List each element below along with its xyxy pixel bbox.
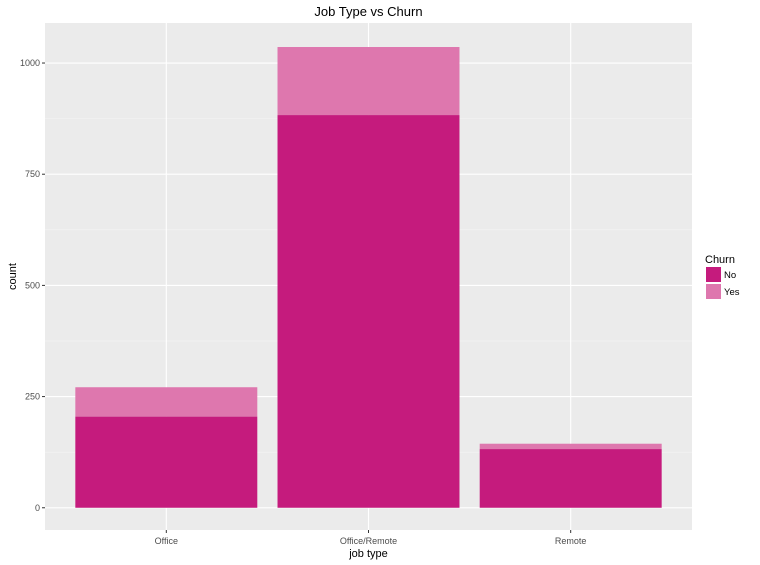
legend-swatch-no: [706, 267, 721, 282]
y-tick-label: 250: [25, 392, 40, 402]
legend-label-no: No: [724, 270, 736, 281]
legend-swatch-yes: [706, 284, 721, 299]
bar-no-3: [479, 449, 662, 508]
legend: Churn No Yes: [705, 254, 740, 299]
x-axis-title: job type: [348, 548, 388, 560]
bar-no-1: [75, 416, 258, 508]
x-tick-label: Office: [155, 536, 178, 546]
chart-title: Job Type vs Churn: [314, 4, 422, 19]
bars: [75, 47, 662, 508]
y-tick-label: 1000: [20, 58, 40, 68]
y-tick-label: 750: [25, 169, 40, 179]
y-axis-title: count: [7, 263, 19, 290]
bar-yes-3: [479, 443, 662, 450]
bar-yes-1: [75, 387, 258, 417]
y-tick-label: 500: [25, 280, 40, 290]
y-axis: 0 250 500 750 1000: [20, 58, 45, 513]
legend-title: Churn: [705, 254, 735, 266]
x-tick-label: Remote: [555, 536, 587, 546]
y-tick-label: 0: [35, 503, 40, 513]
bar-no-2: [277, 115, 460, 508]
legend-label-yes: Yes: [724, 287, 740, 298]
bar-yes-2: [277, 47, 460, 116]
x-tick-label: Office/Remote: [340, 536, 397, 546]
x-axis: Office Office/Remote Remote: [155, 530, 587, 546]
